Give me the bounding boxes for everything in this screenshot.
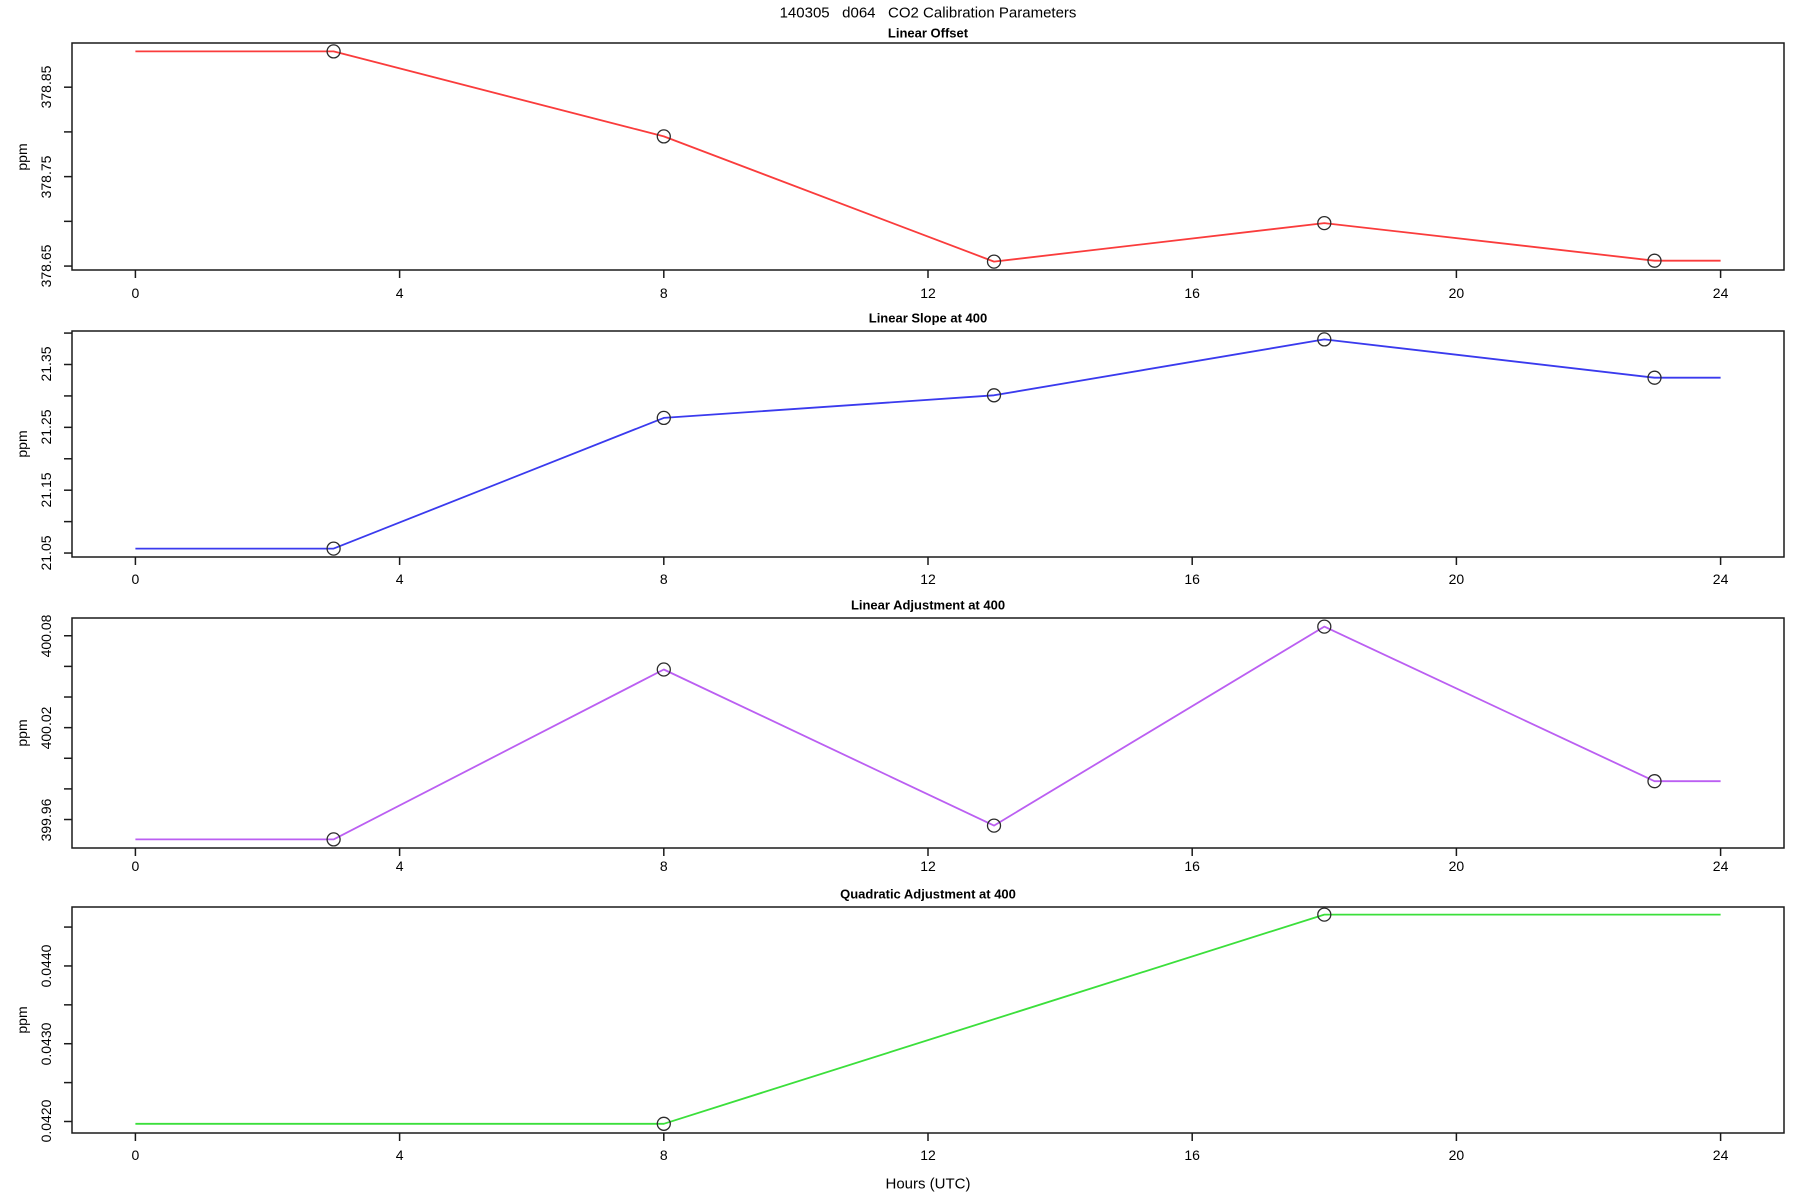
x-tick-label: 8 — [659, 571, 668, 587]
x-tick-label: 0 — [131, 285, 140, 301]
x-tick-label: 4 — [395, 285, 404, 301]
y-tick-label: 400.08 — [38, 614, 54, 658]
x-tick-label: 20 — [1448, 285, 1465, 301]
data-line-green — [135, 913, 1721, 1125]
y-tick-label: 21.05 — [38, 535, 54, 571]
x-tick-label: 24 — [1712, 571, 1729, 587]
panel-title-1: Linear Slope at 400 — [868, 310, 988, 326]
data-point-marker — [1317, 332, 1332, 347]
y-axis-title: ppm — [14, 719, 30, 747]
x-tick-label: 24 — [1712, 858, 1729, 874]
data-point-marker — [326, 541, 341, 556]
data-point-marker — [1317, 907, 1332, 922]
plot-frame-panel-3 — [71, 906, 1785, 1134]
x-tick-label: 20 — [1448, 571, 1465, 587]
x-tick-label: 4 — [395, 858, 404, 874]
x-axis-title: Hours (UTC) — [885, 1175, 971, 1193]
x-tick-label: 24 — [1712, 1147, 1729, 1163]
data-point-marker — [1647, 774, 1662, 789]
y-tick-label: 0.0420 — [38, 1100, 54, 1143]
data-point-marker — [656, 129, 671, 144]
plot-frame-panel-1 — [71, 330, 1785, 558]
data-point-marker — [986, 388, 1002, 403]
y-tick-label: 21.25 — [38, 409, 54, 445]
y-tick-label: 21.15 — [38, 472, 54, 508]
x-tick-label: 0 — [131, 858, 140, 874]
x-tick-label: 8 — [659, 1147, 668, 1163]
y-axis-title: ppm — [14, 1006, 30, 1034]
x-tick-label: 12 — [920, 858, 936, 874]
y-tick-label: 0.0440 — [38, 944, 54, 988]
data-point-marker — [326, 832, 341, 847]
data-point-marker — [656, 1116, 671, 1131]
y-tick-label: 21.35 — [38, 346, 54, 383]
data-point-marker — [1317, 215, 1332, 231]
y-axis-title: ppm — [14, 430, 30, 458]
y-axis-title: ppm — [14, 142, 30, 171]
y-tick-label: 399.96 — [38, 798, 54, 841]
x-tick-label: 8 — [659, 285, 668, 301]
data-line-purple — [135, 625, 1721, 841]
data-line-red — [135, 50, 1721, 263]
x-tick-label: 20 — [1448, 858, 1465, 874]
data-point-marker — [986, 818, 1002, 833]
page-title: 140305 d064 CO2 Calibration Parameters — [779, 4, 1077, 22]
x-tick-label: 0 — [131, 571, 140, 587]
x-tick-label: 16 — [1184, 571, 1200, 587]
x-tick-label: 16 — [1184, 858, 1200, 874]
data-line-blue — [135, 338, 1721, 550]
x-tick-label: 12 — [920, 571, 936, 587]
y-tick-label: 400.02 — [38, 706, 54, 750]
panel-title-3: Quadratic Adjustment at 400 — [840, 886, 1016, 902]
panel-title-2: Linear Adjustment at 400 — [850, 597, 1006, 613]
data-point-marker — [1317, 619, 1332, 634]
x-tick-label: 16 — [1184, 285, 1200, 301]
data-point-marker — [656, 410, 671, 426]
x-tick-label: 16 — [1184, 1147, 1200, 1163]
data-point-marker — [656, 662, 671, 677]
data-point-marker — [1647, 253, 1662, 268]
x-tick-label: 12 — [920, 1147, 936, 1163]
x-tick-label: 0 — [131, 1147, 140, 1163]
y-tick-label: 378.75 — [38, 155, 54, 199]
data-point-marker — [986, 254, 1002, 269]
y-tick-label: 378.85 — [38, 65, 54, 109]
x-tick-label: 4 — [395, 1147, 404, 1163]
x-tick-label: 4 — [395, 571, 404, 587]
x-tick-label: 24 — [1712, 285, 1729, 301]
y-tick-label: 0.0430 — [38, 1022, 54, 1066]
data-point-marker — [326, 44, 341, 59]
data-point-marker — [1647, 370, 1662, 385]
x-tick-label: 20 — [1448, 1147, 1465, 1163]
x-tick-label: 12 — [920, 285, 936, 301]
x-tick-label: 8 — [659, 858, 668, 874]
plot-frame-panel-2 — [71, 617, 1785, 849]
y-tick-label: 378.65 — [38, 244, 54, 288]
panel-title-0: Linear Offset — [887, 25, 969, 41]
